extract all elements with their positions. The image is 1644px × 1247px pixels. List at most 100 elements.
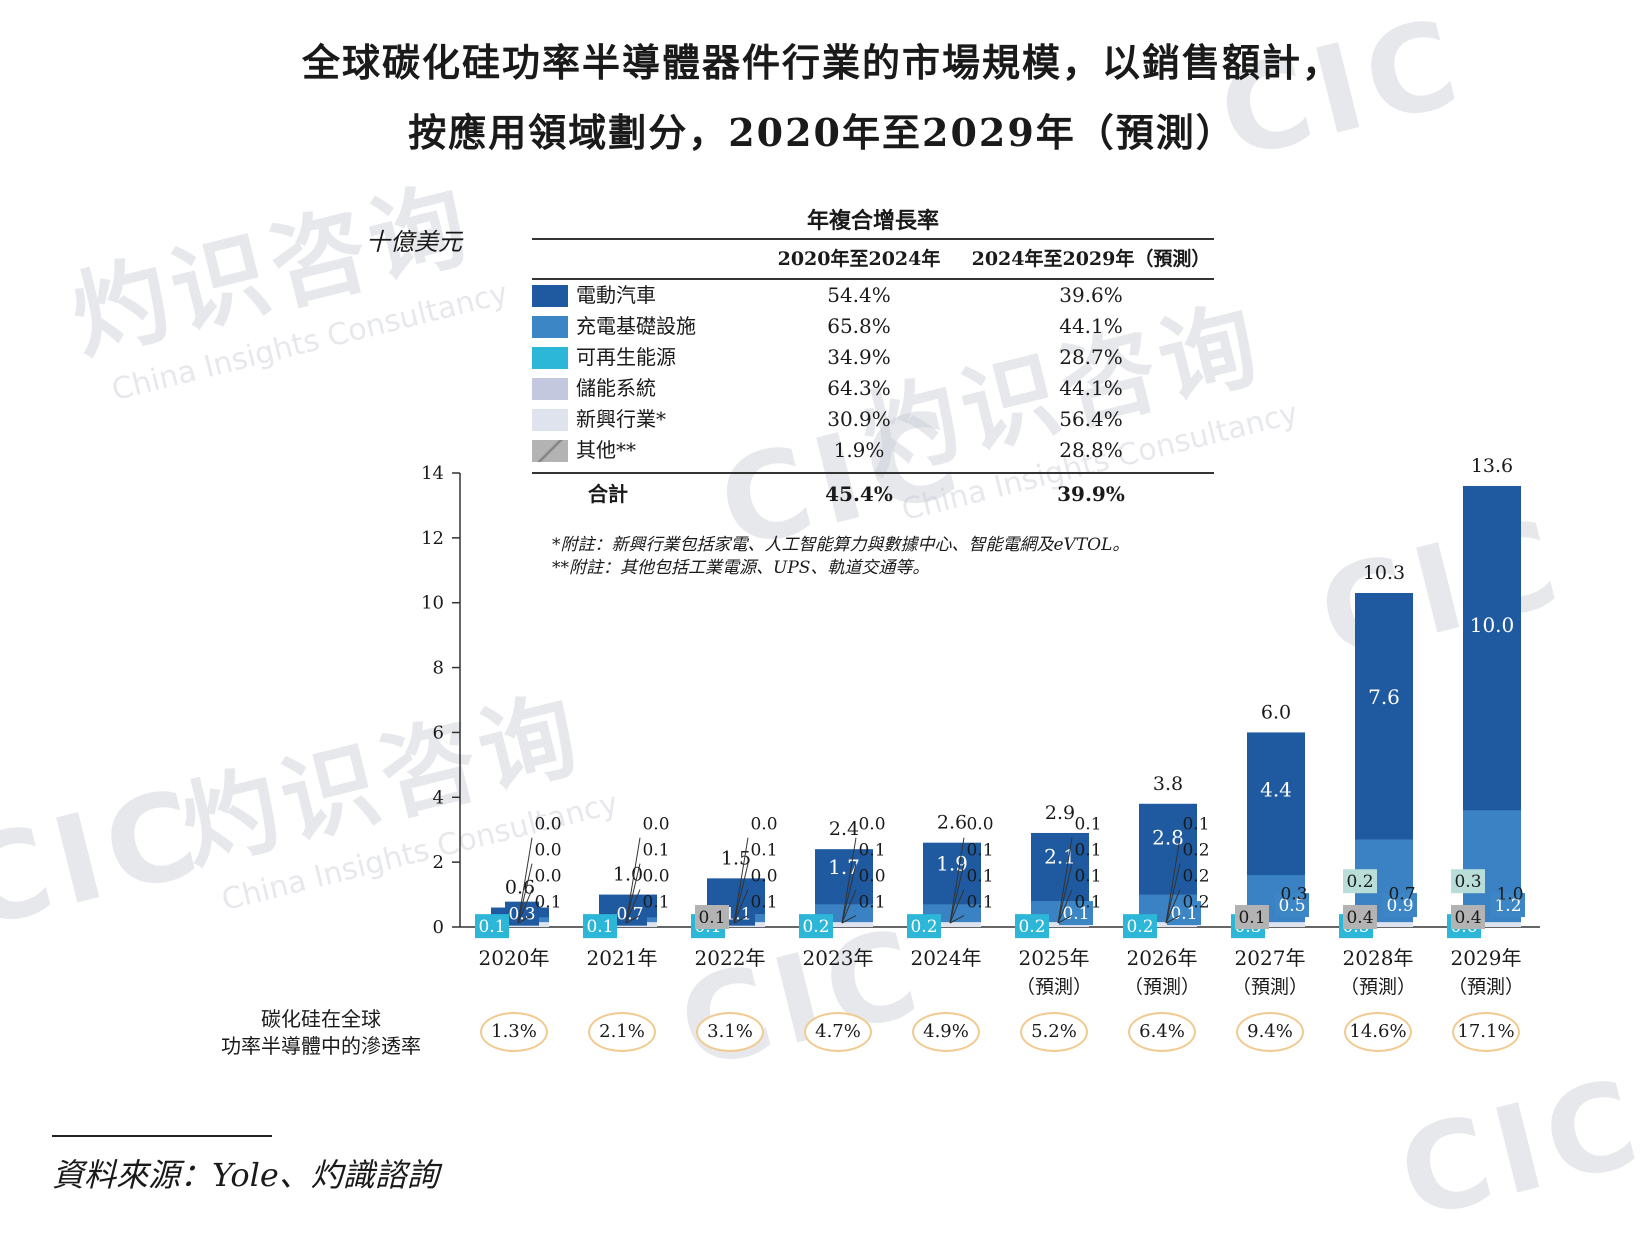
- cagr-total-a: 45.4%: [825, 482, 893, 506]
- legend-swatch: [532, 346, 568, 369]
- ev-value-label: 4.4: [1260, 778, 1292, 802]
- side-value-label: 0.0: [534, 841, 561, 861]
- renewable-value-label-box: [583, 914, 617, 939]
- source-divider: [52, 1135, 272, 1137]
- leader-line: [1057, 915, 1073, 924]
- x-tick-sublabel: （預測）: [1340, 976, 1416, 998]
- side-value-label: 0.2: [1182, 841, 1209, 861]
- note-others: **附註：其他包括工業電源、UPS、軌道交通等。: [552, 558, 930, 578]
- leader-line: [517, 863, 533, 924]
- side-value-label: 0.0: [750, 815, 777, 835]
- total-label: 2.6: [937, 812, 967, 834]
- cagr-row: 充電基礎設施 65.8% 44.1%: [532, 311, 1214, 342]
- legend-label: 其他**: [576, 438, 636, 462]
- legend-label: 儲能系統: [576, 376, 656, 400]
- emerging-segment: [1355, 922, 1413, 927]
- side-value-label: 0.1: [1074, 867, 1101, 887]
- y-tick-label: 6: [433, 722, 444, 743]
- cagr-value-b: 28.8%: [1059, 438, 1123, 462]
- renewable-value-label: 0.2: [1018, 917, 1045, 937]
- penetration-value: 6.4%: [1128, 1012, 1196, 1052]
- legend-swatch: [532, 408, 568, 431]
- penetration-value: 14.6%: [1344, 1012, 1412, 1052]
- penetration-label-line: 碳化硅在全球: [261, 1007, 381, 1031]
- cagr-value-a: 30.9%: [827, 407, 891, 431]
- side-value-label: 0.1: [966, 893, 993, 913]
- x-tick-label: 2027年: [1235, 946, 1306, 970]
- y-tick-label: 8: [433, 658, 444, 679]
- emerging-value-label: 0.7: [1388, 884, 1415, 904]
- penetration-label-line: 功率半導體中的滲透率: [221, 1034, 421, 1058]
- ev-value-label: 1.7: [828, 855, 860, 879]
- leader-line: [1165, 837, 1181, 924]
- y-tick-label: 10: [421, 593, 444, 614]
- leader-line: [1057, 863, 1073, 924]
- leader-line: [517, 837, 533, 924]
- charging-value-label-box: [1275, 893, 1309, 918]
- charging-value-label: 1.2: [1494, 896, 1521, 916]
- total-label: 6.0: [1261, 701, 1291, 723]
- renewable-value-label-box: [1123, 914, 1157, 939]
- charging-value-label: 0.1: [1062, 904, 1089, 924]
- penetration-value: 4.9%: [912, 1012, 980, 1052]
- total-label: 2.4: [829, 818, 859, 840]
- cagr-total-label: 合計: [588, 482, 628, 506]
- cagr-total-b: 39.9%: [1057, 482, 1125, 506]
- penetration-value: 4.7%: [804, 1012, 872, 1052]
- cagr-rows: 電動汽車 54.4% 39.6% 充電基礎設施 65.8% 44.1% 可再生能源 34.9%…: [532, 280, 1214, 466]
- side-value-label: 0.0: [642, 815, 669, 835]
- storage-value-label-box: [1343, 869, 1377, 894]
- total-label: 2.9: [1045, 802, 1075, 824]
- cagr-value-a: 54.4%: [827, 283, 891, 307]
- penetration-value: 9.4%: [1236, 1012, 1304, 1052]
- cagr-value-b: 28.7%: [1059, 345, 1123, 369]
- penetration-value: 17.1%: [1452, 1012, 1520, 1052]
- other-value-label: 0.1: [698, 908, 725, 928]
- other-value-label-box: [1235, 905, 1269, 929]
- side-value-label: 0.1: [966, 867, 993, 887]
- side-value-label: 0.0: [966, 815, 993, 835]
- x-tick-label: 2023年: [803, 946, 874, 970]
- x-tick-label: 2024年: [911, 946, 982, 970]
- storage-value-label: 0.3: [1454, 872, 1481, 892]
- emerging-value-label: 0.3: [1280, 884, 1307, 904]
- y-tick-label: 4: [433, 787, 444, 808]
- side-value-label: 0.2: [1182, 867, 1209, 887]
- side-value-label: 0.1: [1074, 815, 1101, 835]
- ev-value-label: 7.6: [1368, 685, 1400, 709]
- other-value-label: 0.4: [1346, 908, 1373, 928]
- cagr-row: 電動汽車 54.4% 39.6%: [532, 280, 1214, 311]
- charging-value-label-box: [1167, 901, 1201, 926]
- renewable-value-label-box: [1015, 914, 1049, 939]
- x-tick-label: 2029年: [1451, 946, 1522, 970]
- other-value-label: 0.4: [1454, 908, 1481, 928]
- x-tick-label: 2020年: [479, 946, 550, 970]
- ev-value-label: 1.9: [936, 851, 968, 875]
- leader-line: [733, 915, 749, 924]
- x-tick-sublabel: （預測）: [1016, 976, 1092, 998]
- renewable-value-label: 0.1: [478, 917, 505, 937]
- penetration-value: 5.2%: [1020, 1012, 1088, 1052]
- emerging-value-label: 1.0: [1496, 884, 1523, 904]
- leader-line: [733, 863, 749, 924]
- leader-line: [625, 837, 641, 924]
- legend-swatch: [532, 284, 568, 307]
- leader-line: [1165, 915, 1181, 924]
- legend-label: 充電基礎設施: [576, 314, 696, 338]
- ev-value-label: 2.1: [1044, 845, 1076, 869]
- chart-title-line2: 按應用領域劃分，2020年至2029年（預測）: [408, 110, 1236, 155]
- leader-line: [841, 863, 857, 924]
- emerging-segment: [1247, 922, 1305, 927]
- y-axis-unit: 十億美元: [366, 228, 462, 256]
- side-value-label: 0.1: [966, 841, 993, 861]
- cagr-subheader: 2020年至2024年 2024年至2029年（預測）: [532, 240, 1214, 280]
- total-label: 3.8: [1153, 773, 1183, 795]
- y-tick-label: 12: [421, 528, 444, 549]
- cagr-value-b: 44.1%: [1059, 376, 1123, 400]
- emerging-segment: [923, 922, 981, 927]
- side-value-label: 0.1: [642, 841, 669, 861]
- leader-line: [1057, 889, 1073, 924]
- cagr-value-b: 39.6%: [1059, 283, 1123, 307]
- cagr-header: 年複合增長率: [532, 204, 1214, 240]
- side-value-label: 0.1: [858, 893, 885, 913]
